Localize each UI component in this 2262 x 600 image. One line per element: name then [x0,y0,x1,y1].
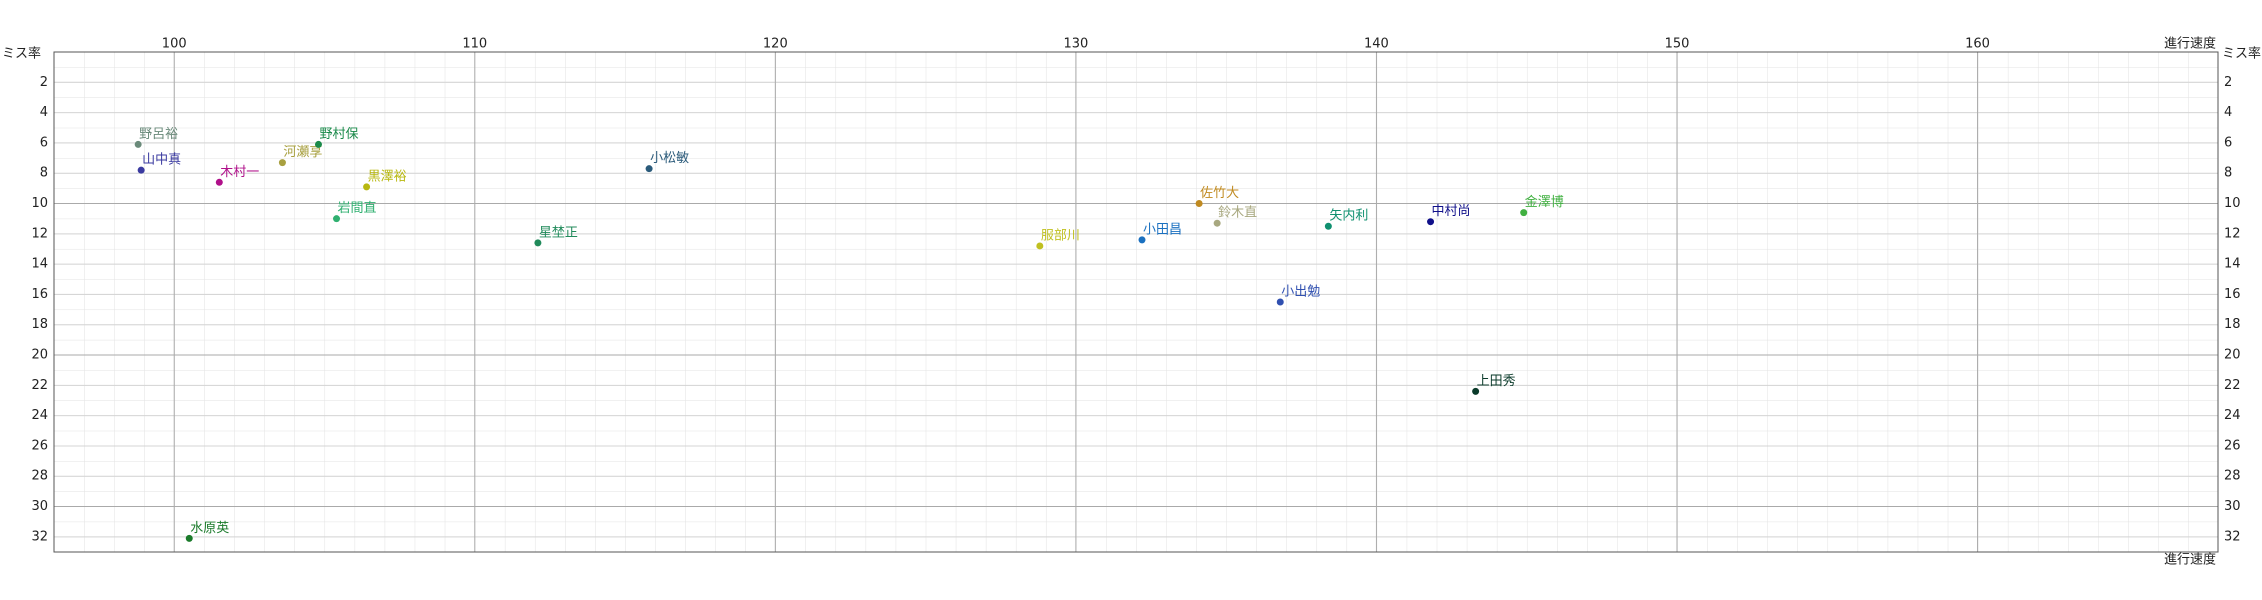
point [1427,218,1435,226]
y-tick-label: 24 [31,408,48,423]
y-tick-label-right: 6 [2224,135,2232,150]
y-tick-label-right: 10 [2224,196,2241,211]
point [1324,222,1332,230]
y-tick-label-right: 22 [2224,378,2241,393]
minor-grid [54,52,2218,552]
x-axis-label-bottom: 進行速度 [2164,552,2216,568]
y-tick-label-right: 30 [2224,499,2241,514]
point [1036,242,1044,250]
point-label: 星埜正 [539,225,578,240]
point [1472,387,1480,395]
point [534,239,542,247]
y-tick-label: 20 [31,348,48,363]
y-tick-label: 28 [31,469,48,484]
point-label: 野呂裕 [139,127,178,142]
y-tick-label: 10 [31,196,48,211]
point [1138,236,1146,244]
y-tick-label: 4 [40,105,48,120]
point [1195,200,1203,208]
point-label: 岩間直 [338,201,377,216]
y-tick-label: 16 [31,287,48,302]
point-label: 服部川 [1041,228,1080,243]
plot-frame [53,51,2219,553]
point [278,159,286,167]
point [1520,209,1528,217]
y-tick-label: 26 [31,438,48,453]
point-label: 矢内利 [1329,208,1368,224]
x-tick-label: 140 [1364,37,1389,52]
point-label: 小松敏 [650,151,689,166]
point-label: 鈴木直 [1218,206,1257,221]
y-tick-label: 12 [31,226,48,241]
point-label: 黒澤裕 [368,169,407,184]
point-label: 佐竹大 [1200,186,1239,201]
point-label: 上田秀 [1477,374,1516,389]
y-axis-label-left: ミス率 [2,46,41,62]
point-label: 小田昌 [1143,222,1182,237]
point-label: 木村一 [220,165,259,180]
y-tick-label-right: 16 [2224,287,2241,302]
point [137,166,145,174]
y-axis-label-right: ミス率 [2222,46,2261,62]
x-tick-label: 100 [162,37,187,52]
y-tick-label-right: 20 [2224,348,2241,363]
point [185,534,193,542]
x-tick-label: 160 [1965,37,1990,52]
y-tick-label-right: 26 [2224,438,2241,453]
y-tick-label: 22 [31,378,48,393]
y-tick-label: 8 [40,166,48,181]
point-label: 水原英 [190,521,229,536]
point-label: 野村保 [319,127,358,142]
x-tick-label: 120 [763,37,788,52]
y-tick-label: 30 [31,499,48,514]
y-tick-label-right: 32 [2224,529,2241,544]
x-axis-label-top: 進行速度 [2164,36,2216,52]
y-tick-label-right: 18 [2224,317,2241,332]
point-label: 河瀬享 [283,144,322,160]
x-tick-label: 130 [1063,37,1088,52]
y-tick-label: 32 [31,529,48,544]
point [1213,219,1221,227]
point [645,165,653,173]
point [215,178,223,186]
y-tick-label-right: 24 [2224,408,2241,423]
point [363,183,371,191]
y-tick-label: 18 [31,317,48,332]
point [1276,298,1284,306]
point [333,215,341,223]
y-tick-label-right: 28 [2224,469,2241,484]
point [134,140,142,148]
y-tick-label-right: 2 [2224,75,2232,90]
y-tick-label: 14 [31,257,48,272]
point-label: 山中真 [142,153,181,168]
point-label: 小出勉 [1281,285,1320,300]
y-tick-label: 2 [40,75,48,90]
point [314,140,322,148]
point-label: 中村尚 [1432,204,1471,219]
x-tick-label: 150 [1665,37,1690,52]
y-tick-label-right: 12 [2224,226,2241,241]
y-tick-label-right: 4 [2224,105,2232,120]
y-tick-label-right: 14 [2224,257,2241,272]
y-tick-label-right: 8 [2224,166,2232,181]
y-tick-label: 6 [40,135,48,150]
point-label: 金澤博 [1525,194,1564,210]
x-tick-label: 110 [462,37,487,52]
